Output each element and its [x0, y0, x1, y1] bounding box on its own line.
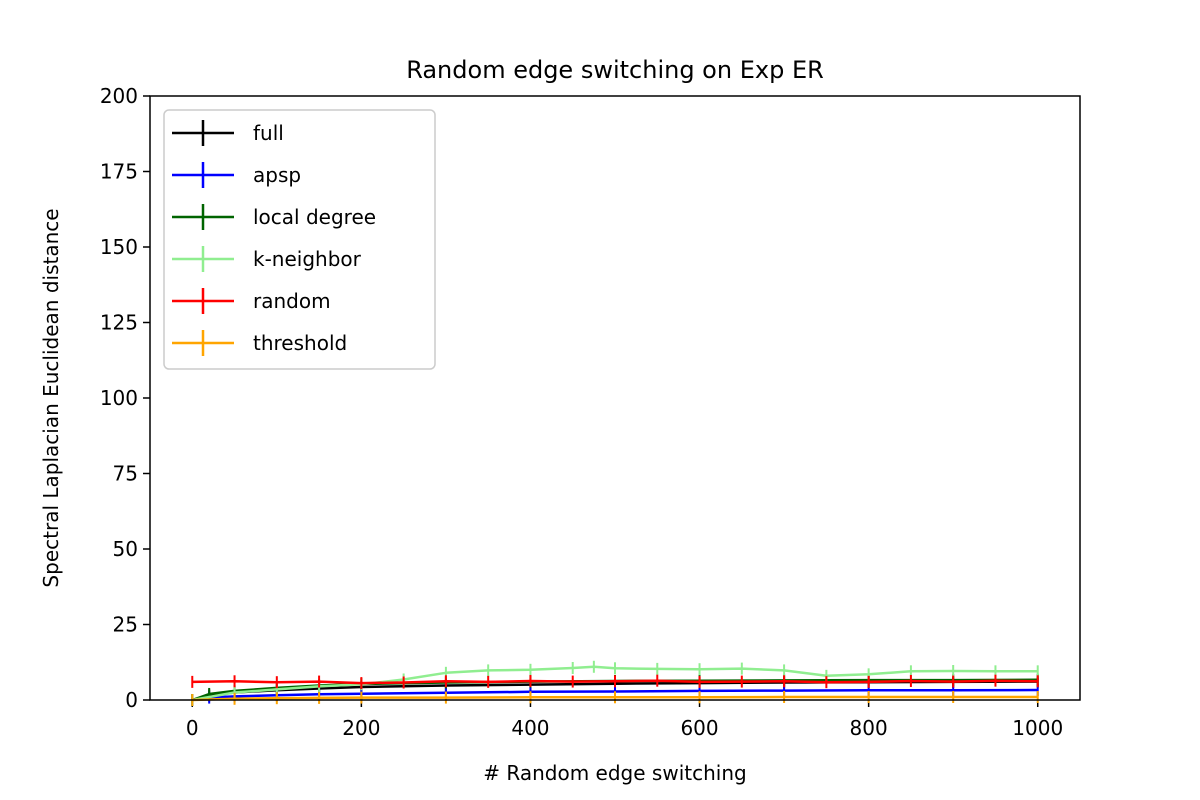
- legend-label: random: [253, 289, 331, 313]
- x-axis: 0 200 400 600 800 1000: [186, 700, 1063, 740]
- legend-item-random: random: [172, 288, 331, 314]
- y-tick-label: 25: [113, 613, 138, 637]
- plot-area: [191, 660, 1039, 706]
- y-tick-label: 175: [100, 160, 138, 184]
- y-tick-label: 200: [100, 84, 138, 108]
- series-line-apsp: [192, 688, 1038, 702]
- plot-frame: [149, 95, 1081, 701]
- legend-item-k-neighbor: k-neighbor: [172, 246, 362, 272]
- legend-label: local degree: [253, 205, 376, 229]
- y-axis-title: Spectral Laplacian Euclidean distance: [39, 208, 63, 587]
- series-threshold: [191, 690, 1039, 706]
- legend-item-apsp: apsp: [172, 162, 301, 188]
- chart-title: Random edge switching on Exp ER: [406, 56, 824, 84]
- y-tick-label: 125: [100, 311, 138, 335]
- legend-label: full: [253, 121, 284, 145]
- y-tick-label: 100: [100, 386, 138, 410]
- x-tick-label: 600: [680, 716, 718, 740]
- x-tick-label: 1000: [1012, 716, 1063, 740]
- y-tick-label: 150: [100, 235, 138, 259]
- legend-label: threshold: [253, 331, 347, 355]
- legend-item-full: full: [172, 120, 284, 146]
- legend-label: k-neighbor: [253, 247, 362, 271]
- y-tick-label: 75: [113, 462, 138, 486]
- y-tick-label: 0: [125, 688, 138, 712]
- legend-item-local-degree: local degree: [172, 204, 376, 230]
- x-tick-label: 200: [342, 716, 380, 740]
- y-tick-label: 50: [113, 537, 138, 561]
- x-tick-label: 0: [186, 716, 199, 740]
- legend-item-threshold: threshold: [172, 330, 347, 356]
- x-axis-title: # Random edge switching: [483, 761, 746, 785]
- series-line-k-neighbor: [192, 665, 1038, 702]
- x-tick-label: 400: [511, 716, 549, 740]
- series-random: [191, 674, 1039, 690]
- legend-label: apsp: [253, 163, 301, 187]
- legend: full apsp local degree k-neighbor random thre…: [163, 109, 436, 370]
- y-axis: 0 25 50 75 100 125 150 175 200: [100, 84, 150, 712]
- x-tick-label: 800: [850, 716, 888, 740]
